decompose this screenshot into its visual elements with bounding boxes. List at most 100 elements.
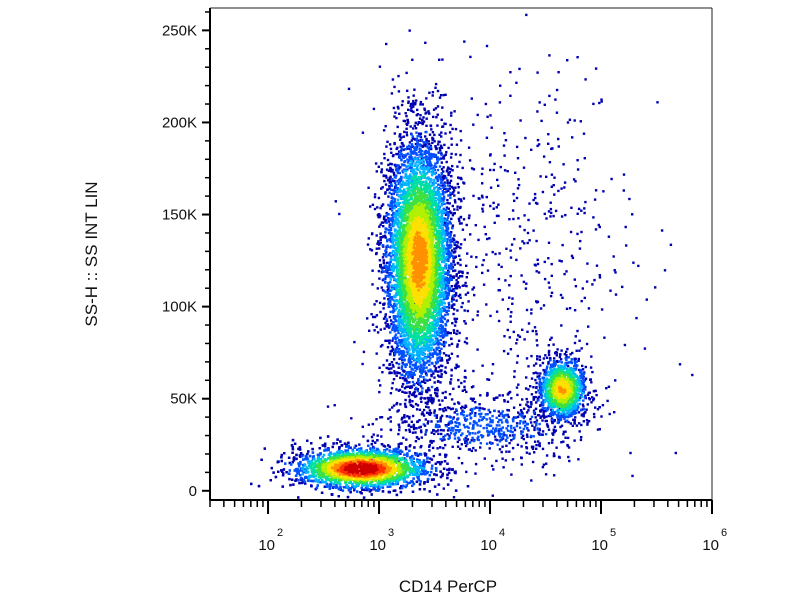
event-point <box>537 143 541 146</box>
event-point <box>478 406 482 410</box>
event-point <box>467 146 471 149</box>
event-point <box>420 167 423 170</box>
event-point <box>401 385 404 388</box>
event-point <box>489 314 492 318</box>
event-point <box>400 242 403 245</box>
event-point <box>541 419 544 422</box>
event-point <box>395 292 399 296</box>
event-point <box>424 378 427 381</box>
event-point <box>419 353 422 356</box>
event-point <box>537 271 541 274</box>
event-point <box>458 293 462 296</box>
event-point <box>399 145 402 148</box>
event-point <box>441 212 444 216</box>
event-point <box>401 294 404 297</box>
event-point <box>492 201 495 205</box>
event-point <box>425 117 428 120</box>
event-point <box>461 389 464 392</box>
event-point <box>437 380 440 383</box>
event-point <box>428 199 431 202</box>
event-point <box>382 129 386 132</box>
event-point <box>518 225 522 228</box>
event-point <box>533 451 536 454</box>
event-point <box>398 426 401 429</box>
event-point <box>515 258 518 262</box>
event-point <box>553 474 556 477</box>
event-point <box>535 300 538 303</box>
event-point <box>420 347 423 350</box>
event-point <box>442 343 445 346</box>
event-point <box>433 307 437 310</box>
event-point <box>576 56 579 59</box>
event-point <box>452 191 455 194</box>
event-point <box>443 191 447 194</box>
event-point <box>395 253 398 257</box>
event-point <box>476 113 479 117</box>
event-point <box>469 422 472 425</box>
event-point <box>660 229 664 232</box>
event-point <box>439 328 442 331</box>
event-point <box>436 198 440 201</box>
event-point <box>465 223 468 227</box>
event-point <box>421 335 424 338</box>
event-point <box>474 449 477 452</box>
event-point <box>457 430 461 433</box>
event-point <box>390 214 394 217</box>
event-point <box>381 268 384 271</box>
event-point <box>407 144 411 147</box>
event-point <box>458 423 461 426</box>
event-point <box>453 247 456 250</box>
event-point <box>428 378 432 381</box>
event-point <box>579 396 582 400</box>
event-point <box>414 440 418 443</box>
event-point <box>447 422 451 425</box>
event-point <box>442 93 445 97</box>
event-point <box>373 193 377 196</box>
event-point <box>516 393 519 397</box>
event-point <box>386 188 389 191</box>
event-point <box>390 266 393 270</box>
event-point <box>372 433 375 436</box>
event-point <box>402 350 405 353</box>
event-point <box>522 166 526 169</box>
event-point <box>434 82 438 86</box>
event-point <box>441 321 444 324</box>
event-point <box>435 330 438 333</box>
event-point <box>397 194 400 197</box>
event-point <box>471 288 474 291</box>
event-point <box>529 418 532 421</box>
event-point <box>385 214 388 218</box>
event-point <box>434 165 438 168</box>
event-point <box>498 448 502 451</box>
event-point <box>515 424 519 428</box>
event-point <box>443 143 446 147</box>
event-point <box>391 170 394 173</box>
event-point <box>423 150 426 153</box>
event-point <box>691 373 694 377</box>
event-point <box>407 330 411 333</box>
event-point <box>449 179 453 182</box>
event-point <box>437 327 441 330</box>
event-point <box>413 325 416 329</box>
event-point <box>489 114 492 117</box>
event-point <box>433 381 436 384</box>
event-point <box>448 256 451 259</box>
event-point <box>445 176 448 180</box>
event-point <box>542 463 546 466</box>
event-point <box>446 211 449 215</box>
event-point <box>424 41 427 44</box>
event-point <box>456 262 460 265</box>
event-point <box>439 94 443 97</box>
event-point <box>408 415 411 419</box>
event-point <box>444 434 447 437</box>
event-point <box>528 452 531 455</box>
event-point <box>438 150 442 154</box>
event-point <box>541 190 545 194</box>
event-point <box>442 437 445 440</box>
event-point <box>450 114 453 117</box>
event-point <box>385 145 388 148</box>
event-point <box>576 168 580 171</box>
event-point <box>392 197 395 200</box>
event-point <box>385 318 388 321</box>
event-point <box>474 472 477 475</box>
